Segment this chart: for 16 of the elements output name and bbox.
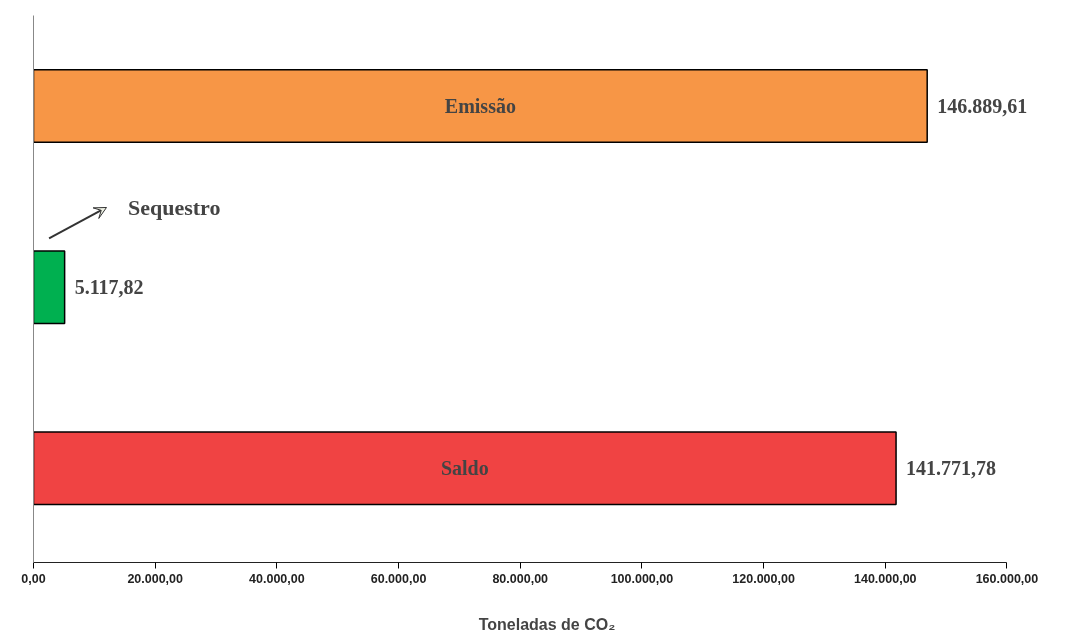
y-tick-label: Saldo (440, 457, 489, 480)
x-tick-label: 160.000,00 (975, 571, 1039, 586)
x-axis-title: Toneladas de CO₂ (478, 615, 616, 633)
data-label: 141.771,78 (906, 457, 997, 480)
data-label: 146.889,61 (937, 95, 1028, 118)
y-tick-label: Sequestro (127, 194, 221, 220)
x-tick-label: 80.000,00 (492, 571, 549, 586)
data-label: 5.117,82 (74, 276, 144, 299)
x-tick-label: 140.000,00 (854, 571, 917, 586)
x-tick-label: 120.000,00 (732, 571, 795, 586)
x-tick-label: 40.000,00 (249, 571, 305, 586)
x-tick-label: 0,00 (21, 571, 46, 586)
x-tick-label: 20.000,00 (127, 571, 184, 586)
x-tick-label: 60.000,00 (370, 571, 427, 586)
x-tick-label: 100.000,00 (610, 571, 674, 586)
y-tick-label: Emissão (444, 95, 516, 118)
